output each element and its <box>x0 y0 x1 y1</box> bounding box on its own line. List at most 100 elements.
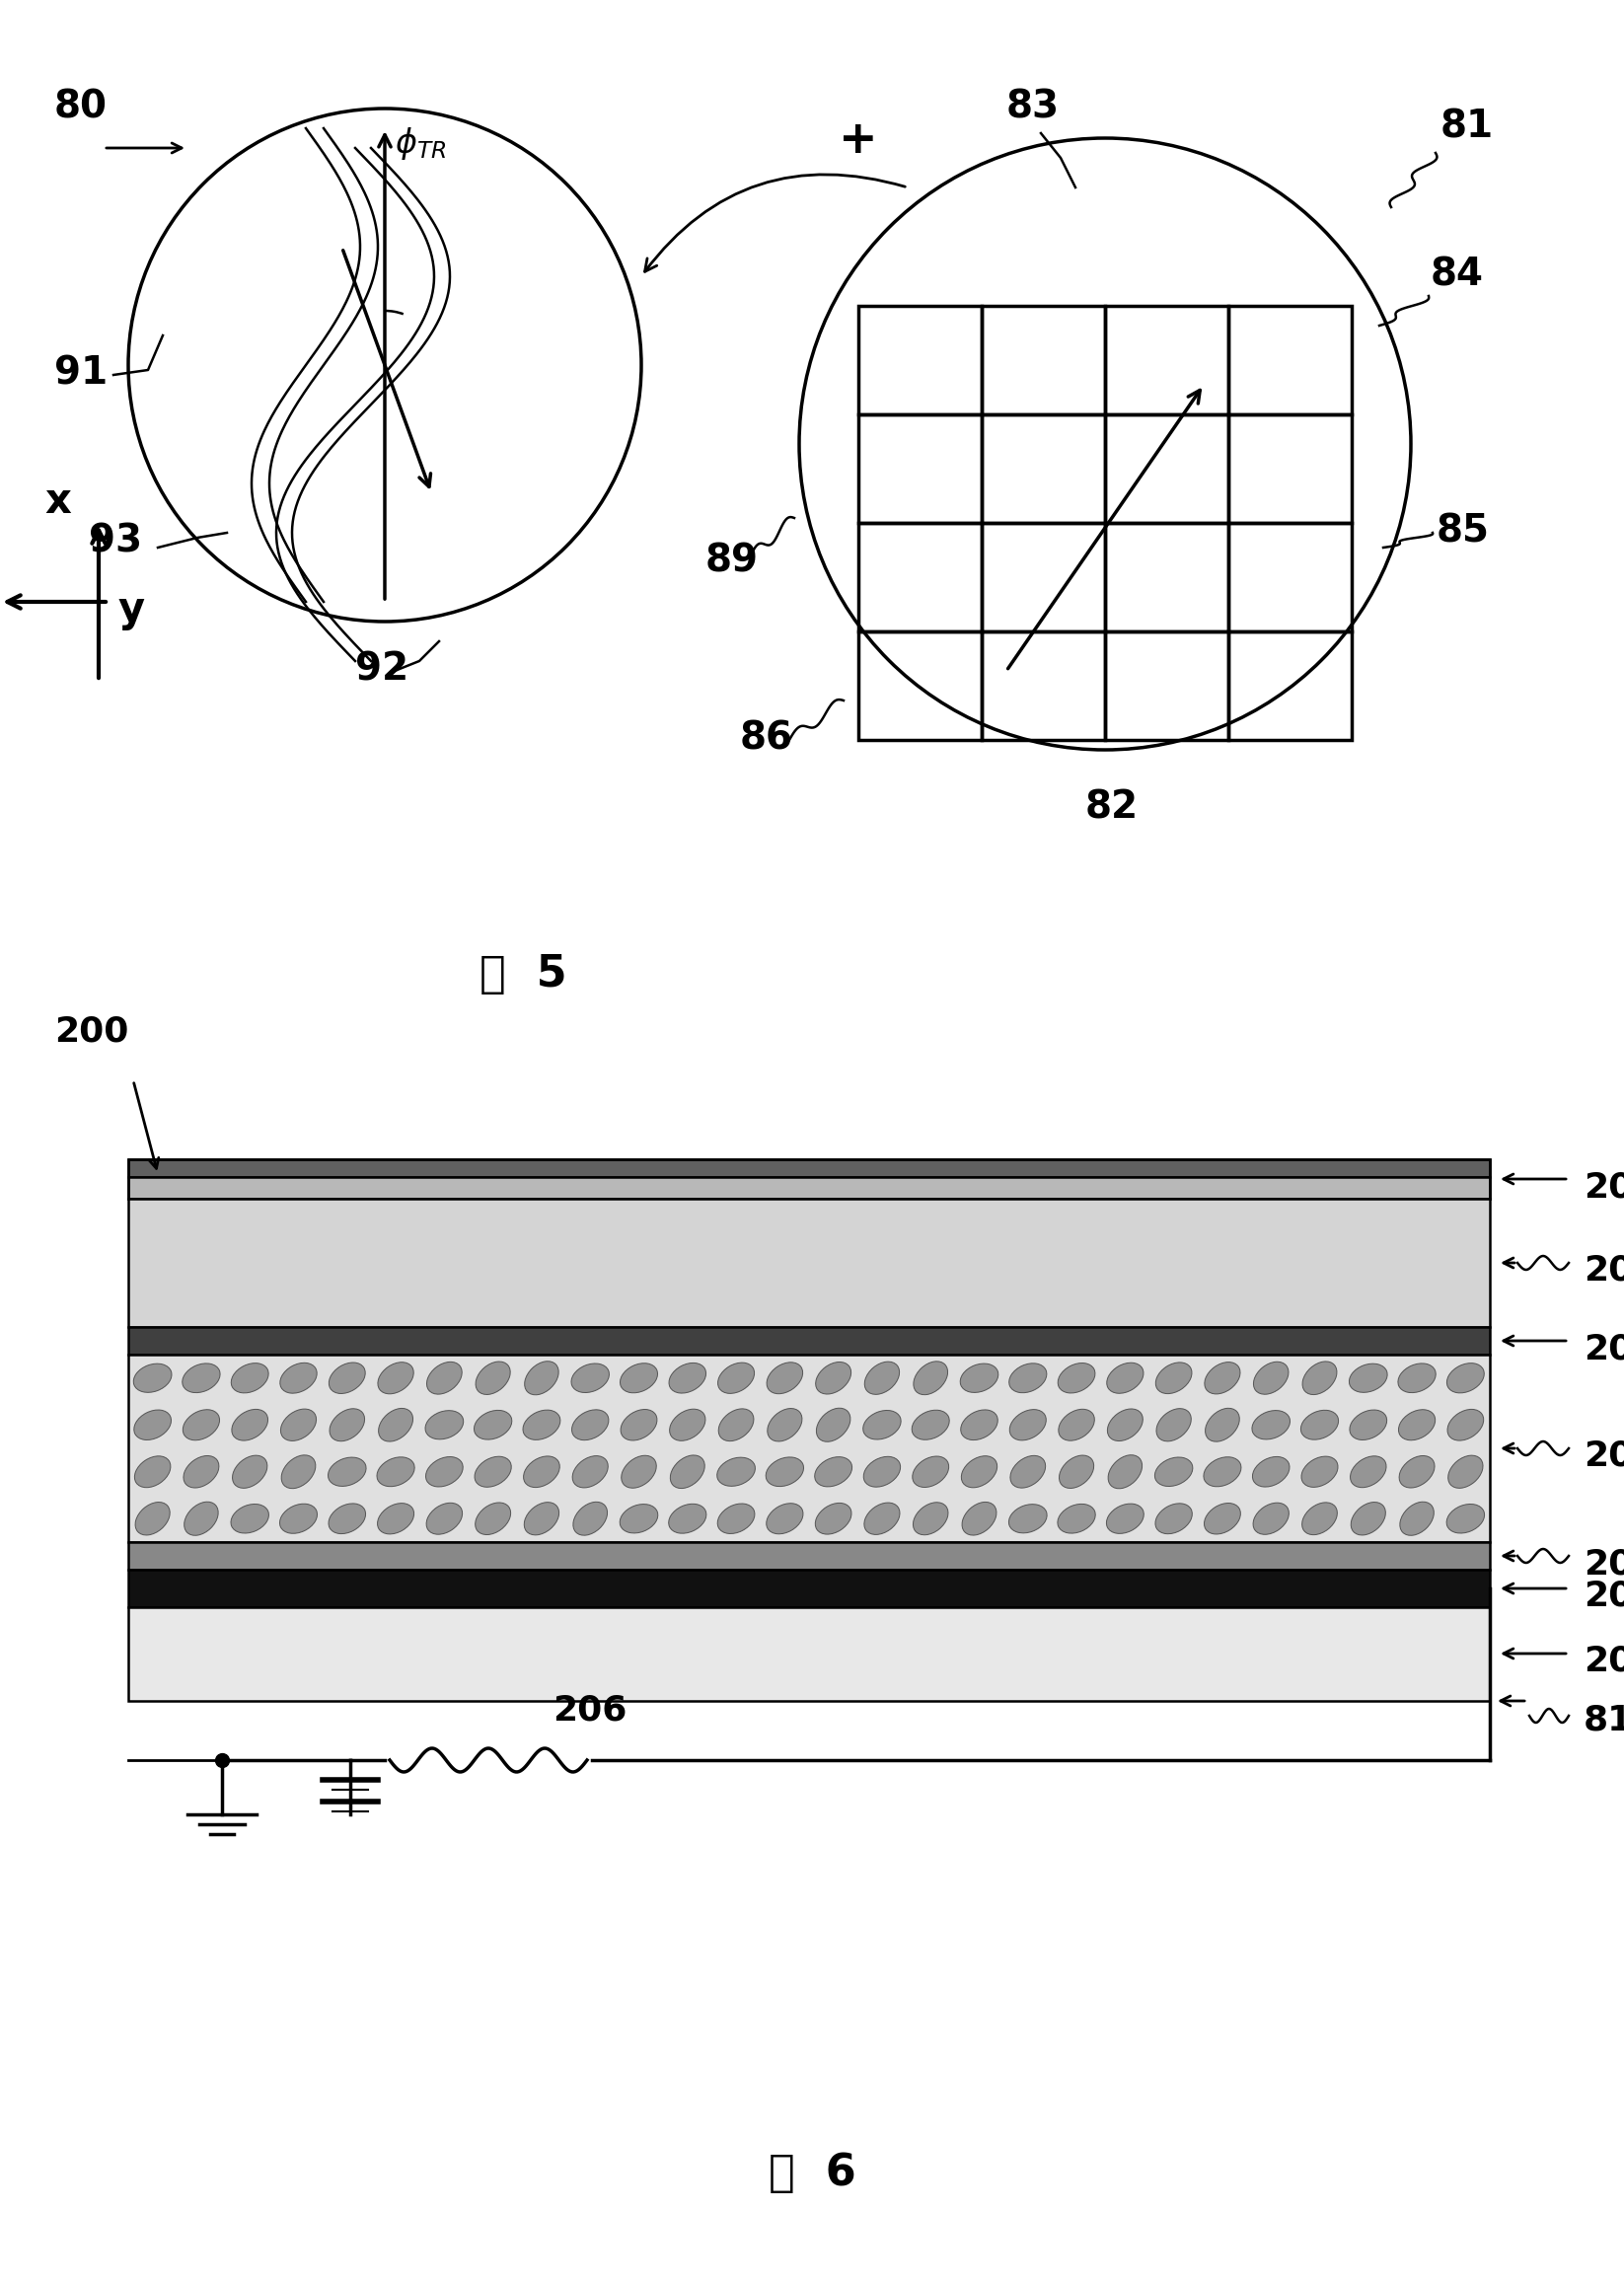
Ellipse shape <box>1009 1505 1047 1533</box>
Ellipse shape <box>279 1364 317 1393</box>
Ellipse shape <box>232 1455 268 1489</box>
Ellipse shape <box>1350 1364 1387 1393</box>
Ellipse shape <box>1254 1361 1288 1393</box>
Ellipse shape <box>184 1409 219 1441</box>
Ellipse shape <box>476 1503 510 1535</box>
Ellipse shape <box>1302 1361 1337 1396</box>
Ellipse shape <box>620 1409 658 1441</box>
Bar <box>859 523 981 630</box>
Bar <box>859 306 981 413</box>
Text: 204: 204 <box>1583 1332 1624 1366</box>
Ellipse shape <box>961 1409 997 1439</box>
Ellipse shape <box>184 1503 218 1535</box>
Ellipse shape <box>1010 1409 1046 1441</box>
Ellipse shape <box>622 1455 656 1489</box>
Ellipse shape <box>1351 1503 1385 1535</box>
Ellipse shape <box>767 1457 804 1487</box>
Bar <box>128 1542 1489 1569</box>
Ellipse shape <box>427 1361 461 1393</box>
Ellipse shape <box>523 1409 560 1439</box>
Text: 89: 89 <box>705 544 758 580</box>
Ellipse shape <box>572 1455 607 1487</box>
Ellipse shape <box>135 1455 171 1487</box>
Bar <box>128 1569 1489 1608</box>
Text: 82: 82 <box>1085 790 1138 827</box>
Ellipse shape <box>1010 1455 1046 1487</box>
Text: 图  6: 图 6 <box>768 2152 856 2195</box>
Ellipse shape <box>1205 1361 1241 1393</box>
Ellipse shape <box>377 1503 414 1535</box>
Text: 205: 205 <box>1583 1169 1624 1204</box>
Ellipse shape <box>1447 1505 1484 1533</box>
Bar <box>981 413 1104 523</box>
Ellipse shape <box>133 1409 171 1439</box>
Ellipse shape <box>1009 1364 1047 1393</box>
Ellipse shape <box>767 1361 802 1393</box>
Ellipse shape <box>1106 1503 1143 1533</box>
Ellipse shape <box>1252 1457 1289 1487</box>
Ellipse shape <box>377 1457 414 1487</box>
Ellipse shape <box>231 1364 268 1393</box>
Ellipse shape <box>961 1503 997 1535</box>
Ellipse shape <box>1059 1455 1095 1489</box>
Ellipse shape <box>184 1455 219 1487</box>
Text: 86: 86 <box>741 719 793 758</box>
Ellipse shape <box>281 1409 317 1441</box>
Ellipse shape <box>911 1409 950 1439</box>
Text: 81: 81 <box>1440 110 1494 146</box>
Bar <box>859 413 981 523</box>
Text: 202: 202 <box>1583 1254 1624 1288</box>
Ellipse shape <box>1203 1457 1241 1487</box>
Ellipse shape <box>716 1457 755 1487</box>
Ellipse shape <box>913 1457 948 1487</box>
Ellipse shape <box>135 1503 171 1535</box>
Ellipse shape <box>1155 1503 1192 1535</box>
Ellipse shape <box>1108 1455 1142 1489</box>
Ellipse shape <box>525 1361 559 1396</box>
Ellipse shape <box>281 1455 315 1489</box>
Text: 85: 85 <box>1437 514 1489 550</box>
Text: y: y <box>119 589 145 630</box>
Ellipse shape <box>1252 1412 1289 1439</box>
Ellipse shape <box>279 1503 317 1533</box>
Ellipse shape <box>1156 1409 1190 1441</box>
Ellipse shape <box>378 1409 412 1441</box>
Ellipse shape <box>330 1364 365 1393</box>
Ellipse shape <box>767 1503 804 1535</box>
Bar <box>1104 306 1228 413</box>
Ellipse shape <box>330 1409 365 1441</box>
Text: 200: 200 <box>54 1014 128 1048</box>
Ellipse shape <box>572 1364 609 1393</box>
Text: +: + <box>840 119 879 162</box>
Text: 92: 92 <box>356 651 409 690</box>
Ellipse shape <box>525 1503 559 1535</box>
Text: 图  5: 图 5 <box>479 952 567 996</box>
Ellipse shape <box>1400 1455 1434 1487</box>
Bar <box>1228 630 1351 740</box>
Ellipse shape <box>1108 1409 1143 1441</box>
Ellipse shape <box>862 1409 901 1439</box>
Ellipse shape <box>1106 1364 1143 1393</box>
Bar <box>859 630 981 740</box>
Ellipse shape <box>1205 1409 1239 1441</box>
Ellipse shape <box>425 1457 463 1487</box>
Ellipse shape <box>425 1412 463 1439</box>
Ellipse shape <box>1449 1455 1483 1489</box>
Ellipse shape <box>1398 1409 1436 1441</box>
Bar <box>981 306 1104 413</box>
Ellipse shape <box>378 1361 414 1393</box>
Ellipse shape <box>1059 1409 1095 1441</box>
Ellipse shape <box>1350 1409 1387 1439</box>
Ellipse shape <box>1398 1364 1436 1393</box>
Ellipse shape <box>960 1364 999 1393</box>
Ellipse shape <box>815 1457 853 1487</box>
Ellipse shape <box>1254 1503 1289 1535</box>
Bar <box>1228 413 1351 523</box>
Text: 201: 201 <box>1583 1644 1624 1679</box>
Ellipse shape <box>232 1409 268 1441</box>
Bar <box>128 1199 1489 1327</box>
Text: 91: 91 <box>54 356 107 393</box>
Ellipse shape <box>1447 1364 1484 1393</box>
Bar <box>1228 306 1351 413</box>
Ellipse shape <box>718 1503 755 1533</box>
